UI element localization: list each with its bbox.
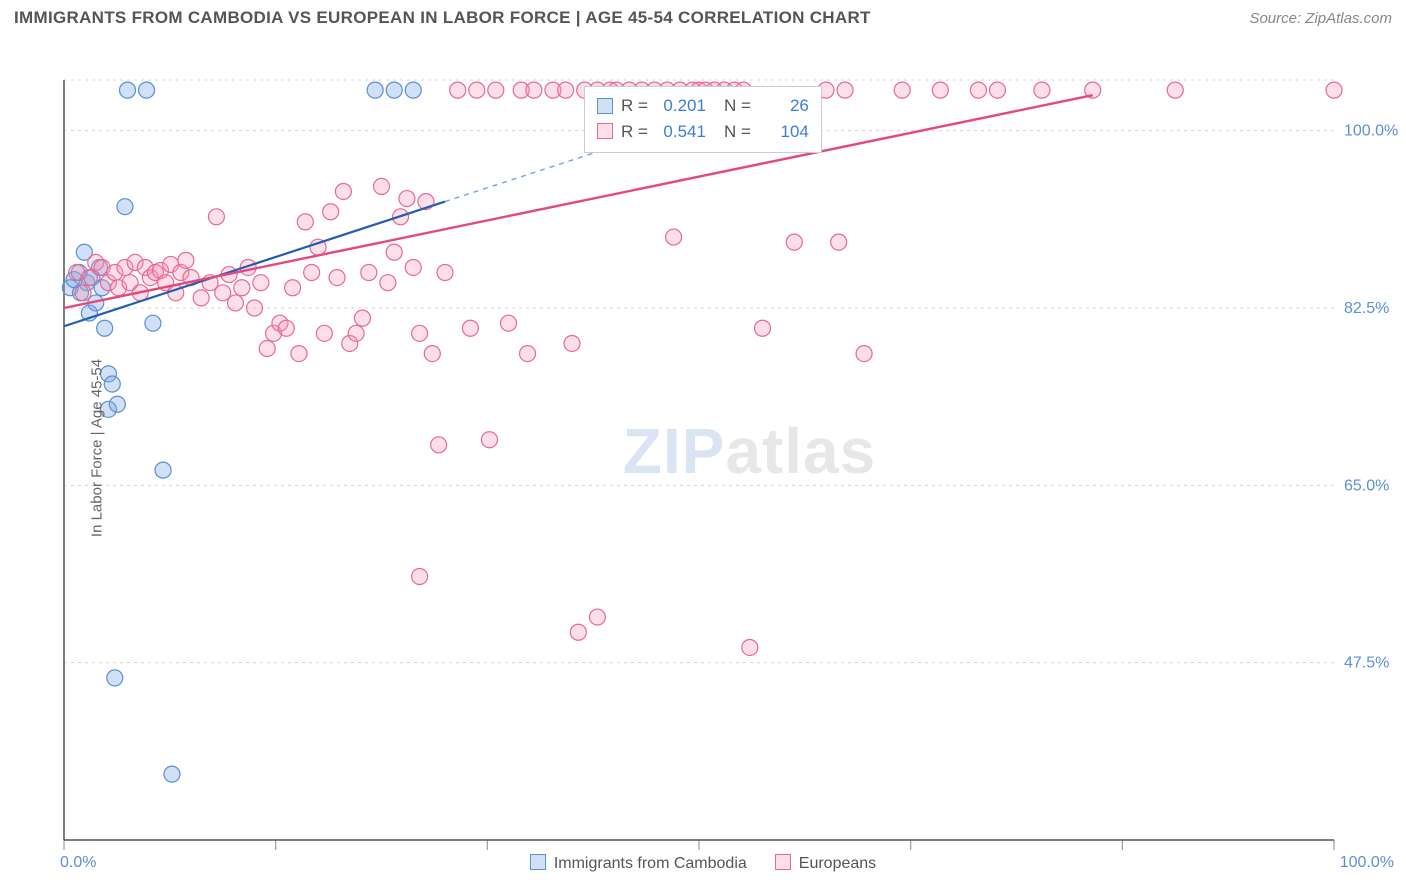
correlation-stats-box: R =0.201N =26R =0.541N =104 [584, 86, 822, 153]
chart-title: IMMIGRANTS FROM CAMBODIA VS EUROPEAN IN … [14, 8, 871, 28]
stat-row-europeans: R =0.541N =104 [597, 119, 809, 145]
svg-text:82.5%: 82.5% [1344, 300, 1389, 317]
chart-container: In Labor Force | Age 45-54 47.5% 65.0% 82.… [14, 36, 1392, 860]
svg-text:65.0%: 65.0% [1344, 477, 1389, 494]
x-min-label: 0.0% [60, 854, 96, 872]
svg-text:100.0%: 100.0% [1344, 123, 1398, 140]
svg-text:47.5%: 47.5% [1344, 655, 1389, 672]
source-label: Source: ZipAtlas.com [1249, 10, 1392, 27]
y-axis-title: In Labor Force | Age 45-54 [89, 359, 106, 537]
x-max-label: 100.0% [1340, 854, 1394, 872]
scatter-chart: 47.5% 65.0% 82.5% 100.0% [14, 36, 1404, 860]
x-axis-end-labels: 0.0% 100.0% [0, 854, 1406, 872]
stat-row-cambodia: R =0.201N =26 [597, 93, 809, 119]
